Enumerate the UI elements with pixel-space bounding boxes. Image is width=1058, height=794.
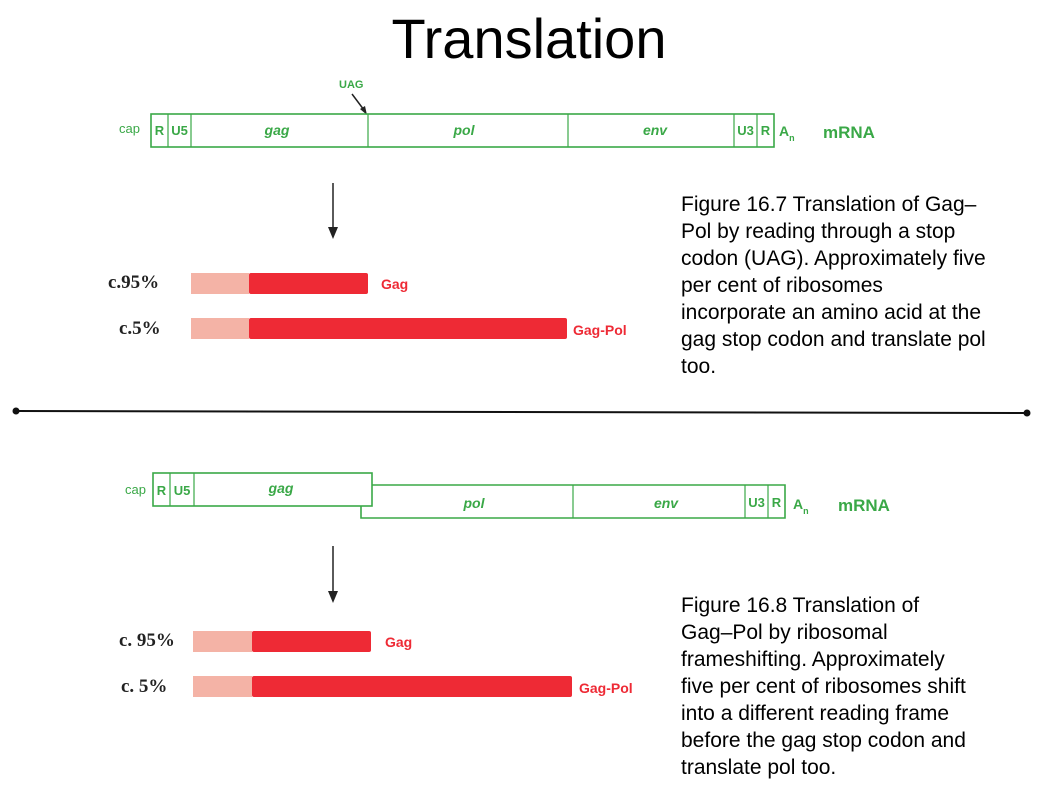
segment-r-3: R (761, 123, 771, 138)
segment-u5: U5 (174, 483, 191, 498)
mrna-lower-frame (360, 484, 786, 519)
divider-endpoint (12, 407, 20, 415)
mrna-cap-label: cap (125, 482, 146, 497)
caption-line: incorporate an amino acid at the (681, 301, 982, 324)
caption-line: translate pol too. (681, 756, 837, 779)
stop-codon-label: UAG (339, 79, 363, 91)
segment-env: env (654, 495, 679, 511)
caption-line: Figure 16.8 Translation of (681, 594, 920, 617)
gag-leader-bar (191, 273, 249, 294)
gagpol-product-label: Gag-Pol (579, 680, 633, 696)
gagpol-product-label: Gag-Pol (573, 322, 627, 338)
caption-line: into a different reading frame (681, 702, 950, 725)
divider-endpoint (1023, 409, 1031, 417)
gag-protein-bar (249, 273, 368, 294)
mrna-cap-label: cap (119, 121, 140, 136)
caption-line: gag stop codon and translate pol (681, 328, 986, 351)
gag-product-label: Gag (385, 634, 413, 650)
gagpol-protein-bar (252, 676, 572, 697)
caption-line: codon (UAG). Approximately five (681, 247, 986, 270)
caption-line: frameshifting. Approximately (681, 648, 945, 671)
translation-arrowhead (328, 227, 338, 239)
segment-gag: gag (268, 480, 294, 496)
caption-line: Figure 16.7 Translation of Gag– (681, 193, 977, 216)
caption-line: Gag–Pol by ribosomal (681, 621, 888, 644)
segment-u3: U3 (748, 495, 765, 510)
segment-r-5: R (157, 483, 167, 498)
gag-product-label: Gag (381, 276, 409, 292)
gagpol-leader-bar (193, 676, 252, 697)
caption-line: too. (681, 355, 717, 378)
gag-leader-bar (193, 631, 252, 652)
gagpol-leader-bar (191, 318, 249, 339)
mrna-label: mRNA (838, 496, 890, 515)
caption-line: before the gag stop codon and (681, 729, 966, 752)
section-divider (15, 410, 1028, 414)
segment-r-5: R (155, 123, 165, 138)
gag-protein-bar (252, 631, 371, 652)
segment-pol: pol (453, 122, 476, 138)
segment-pol: pol (463, 495, 486, 511)
mrna-label: mRNA (823, 123, 875, 142)
gagpol-protein-bar (249, 318, 567, 339)
figure1-caption: Figure 16.7 Translation of Gag– Pol by r… (681, 191, 1051, 380)
stop-codon-arrow (351, 93, 365, 111)
page-title: Translation (391, 7, 667, 70)
mrna-upper-frame (152, 472, 373, 507)
figure2-caption: Figure 16.8 Translation of Gag–Pol by ri… (681, 592, 1051, 781)
translation-arrowhead (328, 591, 338, 603)
segment-gag: gag (264, 122, 290, 138)
gag-percent-label: c.95% (108, 272, 160, 293)
gag-percent-label: c. 95% (119, 630, 175, 651)
mrna-box (150, 113, 775, 148)
stop-codon-arrowhead (360, 106, 367, 115)
caption-line: five per cent of ribosomes shift (681, 675, 966, 698)
poly-a-tail: An (793, 496, 809, 516)
segment-u5: U5 (171, 123, 188, 138)
gagpol-percent-label: c.5% (119, 318, 161, 339)
segment-r-3: R (772, 495, 782, 510)
segment-env: env (643, 122, 668, 138)
segment-u3: U3 (737, 123, 754, 138)
caption-line: Pol by reading through a stop (681, 220, 956, 243)
caption-line: per cent of ribosomes (681, 274, 883, 297)
gagpol-percent-label: c. 5% (121, 676, 168, 697)
poly-a-tail: An (779, 123, 795, 143)
